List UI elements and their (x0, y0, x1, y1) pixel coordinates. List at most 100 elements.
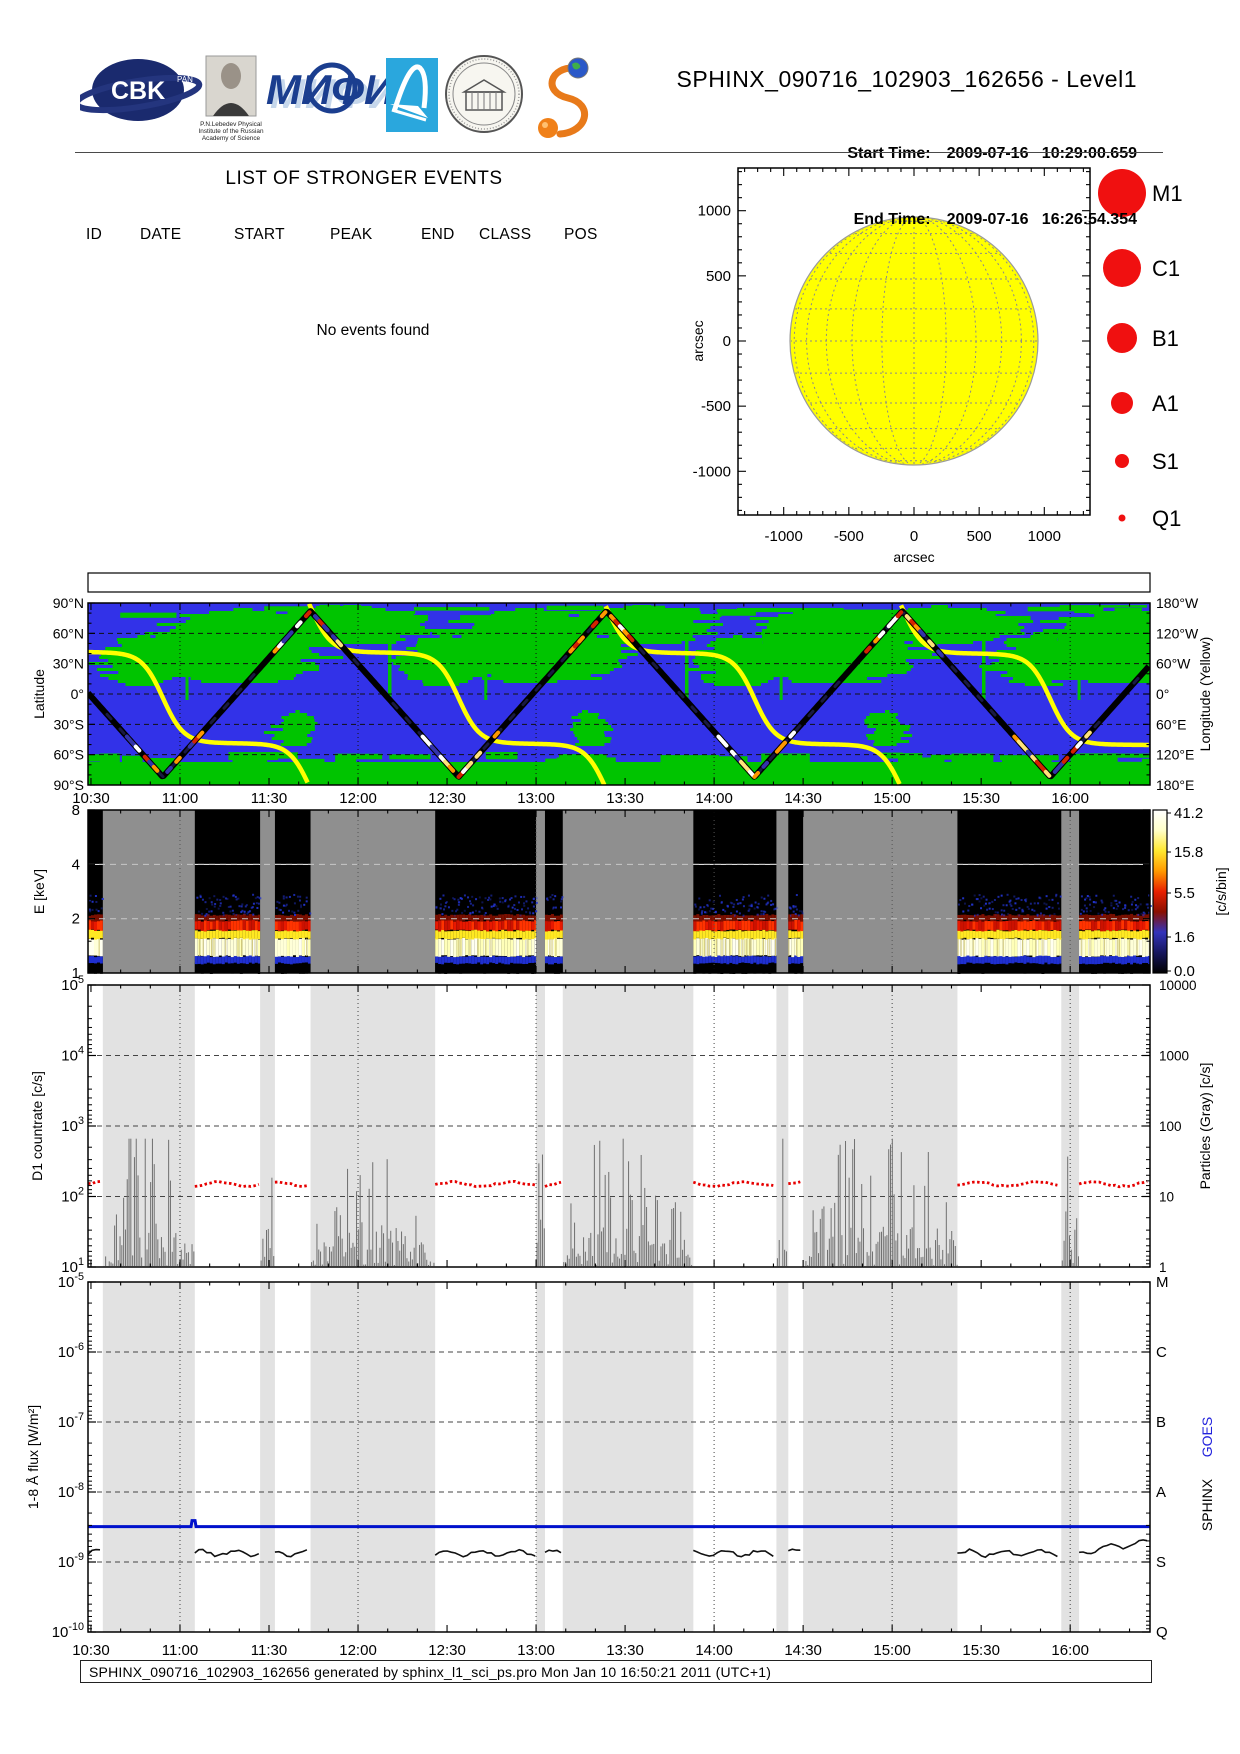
plot-shape (447, 764, 456, 773)
plot-shape (1136, 956, 1140, 964)
plot-shape (927, 639, 935, 648)
plot-shape (245, 964, 249, 973)
plot-shape (1134, 898, 1137, 901)
plot-shape (986, 908, 989, 911)
plot-shape (1094, 919, 1098, 931)
plot-shape (559, 929, 563, 939)
end-time-value: 2009-07-16 16:26:54.354 (946, 211, 1137, 228)
plot-shape (245, 919, 249, 931)
plot-shape (474, 963, 478, 973)
plot-shape (792, 905, 795, 908)
colorbar-tick-label: 15.8 (1174, 844, 1203, 861)
footer-text: SPHINX_090716_102903_162656 generated by… (89, 1663, 772, 1680)
plot-shape (999, 659, 1072, 662)
plot-shape (492, 730, 501, 739)
plot-shape (701, 677, 774, 680)
plot-shape (982, 668, 1079, 671)
plot-shape (708, 939, 712, 956)
cbk-pan-logo: CBK PAN (80, 59, 203, 121)
plot-shape (1085, 938, 1089, 957)
plot-shape (993, 956, 997, 965)
plot-shape (498, 963, 502, 974)
col-id: ID (86, 226, 103, 243)
plot-shape (1139, 930, 1143, 940)
plot-shape (234, 760, 265, 772)
plot-shape (660, 755, 719, 767)
plot-shape (765, 903, 768, 906)
plot-shape (1085, 930, 1089, 940)
plot-shape (236, 930, 240, 939)
particles-tick-label: 10000 (1159, 978, 1197, 993)
plot-shape (1121, 919, 1125, 930)
plot-shape (677, 690, 685, 699)
plot-shape (732, 914, 736, 922)
plot-shape (745, 938, 747, 957)
plot-shape (1146, 903, 1149, 906)
plot-shape (277, 964, 281, 973)
plot-shape (529, 912, 532, 915)
plot-shape (1089, 938, 1091, 957)
plot-shape (1121, 930, 1125, 938)
plot-shape (224, 955, 228, 963)
plot-shape (792, 910, 795, 913)
plot-shape (721, 644, 938, 647)
plot-shape (768, 753, 776, 761)
plot-shape (724, 910, 727, 913)
plot-shape (715, 638, 759, 641)
plot-shape (729, 915, 733, 922)
plot-shape (175, 674, 296, 677)
plot-shape (218, 929, 222, 939)
plot-shape (1038, 939, 1042, 956)
plot-shape (287, 611, 416, 614)
plot-shape (1116, 938, 1118, 957)
plot-shape (865, 629, 1021, 632)
axis-label: 10-10 (52, 1621, 84, 1641)
plot-shape (459, 962, 463, 974)
plot-shape (444, 962, 448, 974)
plot-shape (762, 910, 765, 913)
plot-shape (757, 659, 906, 662)
plot-shape (218, 957, 222, 964)
plot-shape (236, 914, 240, 921)
plot-shape (1037, 902, 1040, 905)
plot-shape (522, 920, 526, 932)
plot-shape (526, 938, 528, 957)
plot-shape (1005, 963, 1009, 973)
plot-shape (1104, 910, 1107, 913)
plot-shape (1097, 964, 1101, 974)
plot-shape (501, 929, 505, 940)
plot-shape (1047, 929, 1051, 939)
plot-shape (307, 920, 311, 932)
plot-shape (498, 897, 501, 900)
plot-shape (741, 920, 745, 931)
time-tick-label: 10:30 (72, 1642, 110, 1659)
plot-shape (723, 964, 727, 974)
plot-shape (309, 912, 312, 915)
plot-shape (307, 956, 311, 964)
plot-shape (1145, 921, 1149, 930)
sphinx-flux-series (274, 1549, 308, 1558)
lebedev-logo: P.N.Lebedev Physical Institute of the Ru… (198, 55, 264, 142)
time-tick-label: 14:30 (784, 790, 822, 807)
plot-shape (575, 743, 605, 746)
plot-shape (281, 635, 290, 644)
plot-shape (490, 905, 493, 908)
plot-shape (1017, 930, 1021, 939)
plot-shape (486, 752, 518, 760)
plot-shape (1050, 920, 1054, 930)
plot-shape (483, 921, 487, 931)
plot-shape (1079, 964, 1083, 973)
y-axis-title: D1 countrate [c/s] (29, 1071, 45, 1181)
plot-shape (966, 939, 970, 956)
plot-shape (1103, 956, 1107, 963)
plot-shape (100, 939, 103, 957)
plot-shape (1005, 915, 1009, 920)
longitude-tick-label: 180°W (1156, 595, 1199, 611)
plot-shape (978, 894, 981, 897)
plot-shape (1142, 964, 1146, 974)
plot-shape (1136, 962, 1140, 973)
plot-shape (1146, 906, 1149, 909)
plot-shape (210, 901, 213, 904)
plot-shape (490, 938, 492, 957)
plot-shape (271, 737, 313, 740)
